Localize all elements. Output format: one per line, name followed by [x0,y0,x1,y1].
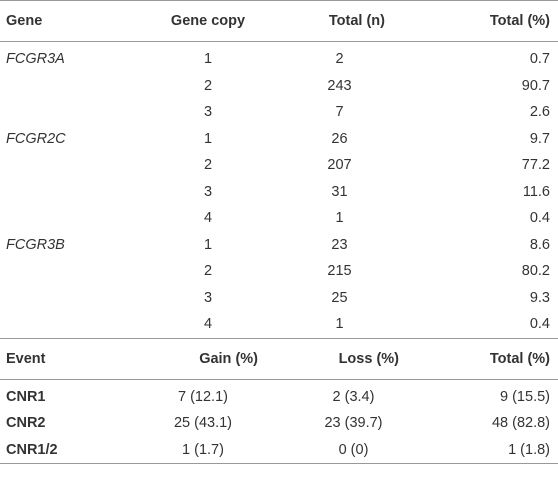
total-pct-cell: 77.2 [521,157,550,173]
header-total-pct: Total (%) [413,0,558,42]
table-row: 4 1 0.4 [0,205,558,232]
table-row: CNR1 7 (12.1) 2 (3.4) 9 (15.5) [0,379,558,410]
total-n-cell: 7 [335,104,344,120]
table-row: 3 7 2.6 [0,99,558,126]
header-event-total: Total (%) [413,337,558,380]
loss-cell: 23 (39.7) [324,415,383,431]
total-pct-cell: 0.4 [529,316,550,332]
copy-cell: 2 [203,77,213,94]
gain-cell: 7 (12.1) [178,388,228,405]
total-n-cell: 1 [335,316,344,332]
gene-cell: FCGR3A [6,51,65,67]
gene-copy-table: Gene Gene copy Total (n) Total (%) FCGR3… [0,0,558,464]
header-gain: Gain (%) [134,337,272,380]
gene-cell: FCGR2C [6,130,66,147]
total-pct-cell: 11.6 [522,183,550,200]
total-pct-cell: 2.6 [529,104,550,120]
event-total-cell: 1 (1.8) [413,436,558,464]
gene-cell [0,285,134,312]
header-event: Event [0,337,134,380]
table-row: FCGR3A 1 2 0.7 [0,42,558,73]
copy-cell: 1 [203,51,213,67]
table-row: 2 215 80.2 [0,258,558,285]
loss-cell: 0 (0) [272,436,413,464]
copy-cell: 2 [203,263,213,279]
gene-cell [0,152,134,179]
gene-cell [0,205,134,232]
table1-body: FCGR3A 1 2 0.7 2 243 90.7 3 7 2.6 FCGR2C… [0,42,558,464]
total-n-cell: 215 [327,263,352,279]
table-row: FCGR2C 1 26 9.7 [0,126,558,153]
total-pct-cell: 9.3 [529,289,550,306]
event-cell: CNR2 [6,415,46,431]
header-total-n: Total (n) [272,0,413,42]
event-total-cell: 48 (82.8) [491,415,550,431]
total-pct-cell: 8.6 [529,236,550,253]
event-cell: CNR1/2 [0,436,134,464]
copy-cell: 4 [203,316,213,332]
event-cell: CNR1 [6,388,46,405]
loss-cell: 2 (3.4) [332,388,375,405]
copy-cell: 3 [203,104,213,120]
total-n-cell: 2 [335,51,344,67]
gene-cell [0,99,134,126]
total-pct-cell: 0.7 [529,51,550,67]
gene-cell [0,258,134,285]
total-pct-cell: 0.4 [529,210,550,226]
total-n-cell: 23 [331,236,348,253]
table-row: 3 31 11.6 [0,179,558,206]
gene-cell [0,311,134,338]
total-n-cell: 26 [331,130,348,147]
copy-cell: 1 [203,236,213,253]
total-n-cell: 25 [331,289,348,306]
total-pct-cell: 9.7 [529,130,550,147]
table-row: 3 25 9.3 [0,285,558,312]
copy-cell: 2 [203,157,213,173]
event-total-cell: 9 (15.5) [500,388,550,405]
total-n-cell: 207 [327,157,352,173]
header-gene: Gene [0,0,134,42]
copy-cell: 4 [203,210,213,226]
table-row: 4 1 0.4 [0,311,558,338]
header-gene-copy: Gene copy [134,0,272,42]
table1-header-row: Gene Gene copy Total (n) Total (%) [0,0,558,42]
copy-cell: 3 [203,183,213,200]
gene-cell: FCGR3B [6,236,65,253]
copy-cell: 3 [203,289,213,306]
table-row: FCGR3B 1 23 8.6 [0,232,558,259]
total-n-cell: 1 [335,210,344,226]
gain-cell: 1 (1.7) [134,436,272,464]
table-row: CNR1/2 1 (1.7) 0 (0) 1 (1.8) [0,436,558,464]
gene-cell [0,73,134,100]
copy-cell: 1 [203,130,213,147]
gain-cell: 25 (43.1) [173,415,233,431]
table-row: 2 207 77.2 [0,152,558,179]
total-pct-cell: 90.7 [521,77,550,94]
table2-header-row: Event Gain (%) Loss (%) Total (%) [0,337,558,380]
total-n-cell: 31 [331,183,348,200]
gene-cell [0,179,134,206]
table-row: CNR2 25 (43.1) 23 (39.7) 48 (82.8) [0,410,558,437]
table-row: 2 243 90.7 [0,73,558,100]
header-loss: Loss (%) [272,337,413,380]
total-n-cell: 243 [327,77,352,94]
total-pct-cell: 80.2 [521,263,550,279]
